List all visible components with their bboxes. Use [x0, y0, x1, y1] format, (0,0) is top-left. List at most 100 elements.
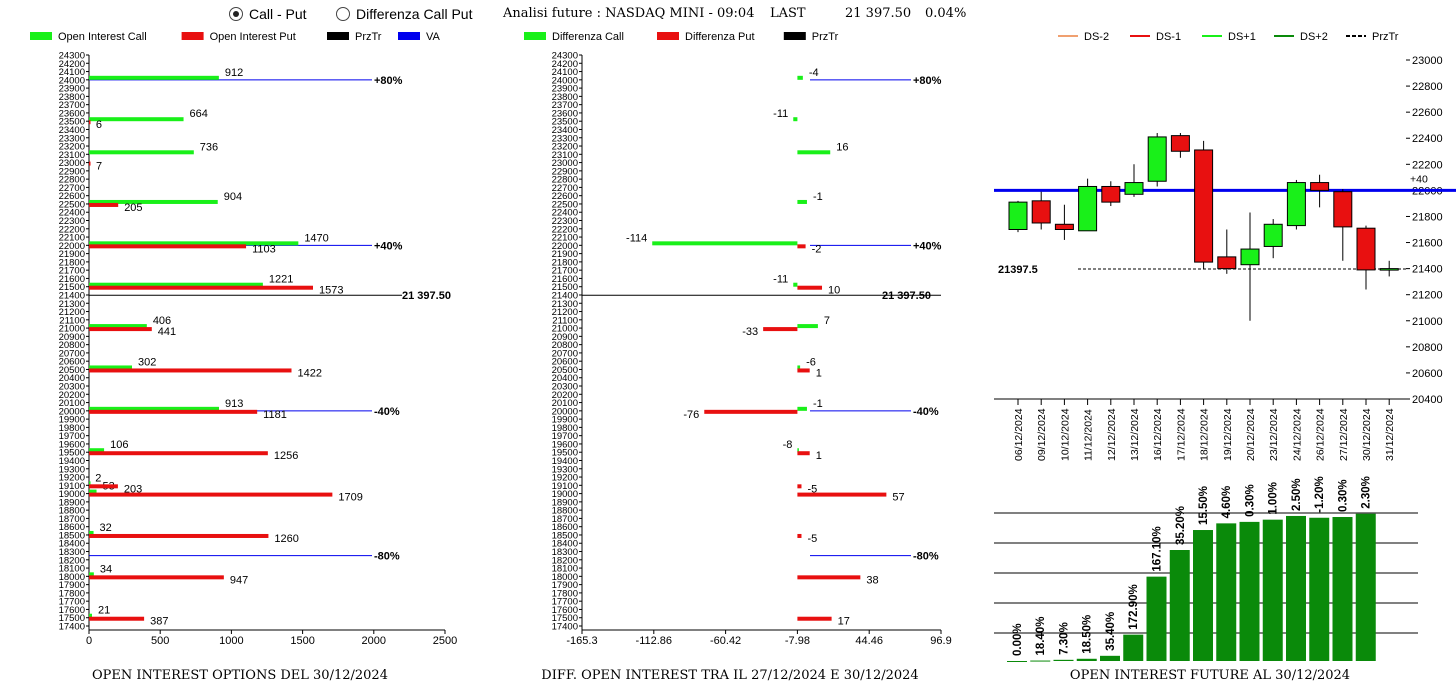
price-label: 21 397.50 — [882, 290, 931, 302]
y-tick-label: 23700 — [552, 100, 578, 111]
bar-value-label: 57 — [892, 492, 904, 504]
x-tick-label: 23/12/2024 — [1268, 408, 1280, 461]
radio-differenza[interactable]: Differenza Call Put — [336, 6, 472, 22]
y-tick-label: 22200 — [59, 224, 85, 235]
bar-value-label: 7 — [96, 161, 102, 173]
bar — [89, 489, 97, 494]
y-tick-label: 23500 — [59, 117, 85, 128]
legend-swatch — [524, 32, 546, 40]
legend-label: Differenza Put — [685, 31, 755, 43]
bar-value-label: 203 — [124, 483, 142, 495]
y-tick-label: 17700 — [59, 597, 85, 608]
bar — [89, 530, 94, 535]
y-tick-label: 19700 — [552, 431, 578, 442]
bar-value-label: -76 — [683, 409, 699, 421]
y-tick-label: 17600 — [552, 605, 578, 616]
va-label: -80% — [913, 551, 939, 563]
price-label: 21397.5 — [998, 264, 1038, 276]
y-tick-label: 18000 — [59, 572, 85, 583]
radio-unselected-icon[interactable] — [336, 7, 350, 21]
y-tick-label: 18100 — [552, 564, 578, 575]
y-tick-label: 19900 — [552, 415, 578, 426]
y-tick-label: 19600 — [59, 439, 85, 450]
candlestick-chart: DS-2 DS-1 DS+1 DS+2 PrzTr 20400 20600 20800 2100… — [994, 31, 1456, 461]
x-tick-label: 96.9 — [930, 635, 951, 647]
y-tick-label: 19600 — [552, 439, 578, 450]
bar-value-label: -1 — [813, 398, 823, 410]
y-tick-label: 21400 — [552, 290, 578, 301]
blue-line-label: +40 — [1410, 173, 1428, 185]
bar-value-label: 1709 — [338, 492, 362, 504]
bar — [1239, 521, 1260, 661]
bar-value-label: 0.00% — [1012, 623, 1024, 656]
y-tick-label: 19400 — [552, 456, 578, 467]
bar — [1216, 523, 1237, 661]
top-bar: Call - Put Differenza Call Put Analisi f… — [0, 0, 1456, 28]
y-tick-label: 20300 — [59, 382, 85, 393]
y-tick-label: 21800 — [1412, 211, 1443, 223]
bar-value-label: 21 — [98, 605, 110, 617]
x-tick-label: 09/12/2024 — [1036, 408, 1048, 461]
last-label: LAST — [770, 6, 806, 21]
x-tick-label: 26/12/2024 — [1315, 408, 1327, 461]
radio-call-put[interactable]: Call - Put — [229, 6, 307, 22]
y-tick-label: 21200 — [552, 307, 578, 318]
bar-value-label: 1181 — [263, 409, 287, 421]
y-tick-label: 19300 — [59, 464, 85, 475]
bar-value-label: -11 — [773, 274, 788, 286]
va-label: -80% — [374, 551, 400, 563]
x-tick-label: 24/12/2024 — [1291, 408, 1303, 461]
y-tick-label: 19200 — [59, 473, 85, 484]
y-tick-label: 21300 — [59, 299, 85, 310]
y-tick-label: 21000 — [59, 324, 85, 335]
candle-body — [1379, 268, 1399, 271]
radio-selected-icon[interactable] — [229, 7, 243, 21]
legend-label: PrzTr — [1372, 31, 1399, 43]
legend-label: DS-1 — [1156, 31, 1181, 43]
bar — [89, 120, 91, 125]
y-tick-label: 17800 — [59, 588, 85, 599]
y-tick-label: 23400 — [552, 125, 578, 136]
y-tick-label: 24000 — [59, 75, 85, 86]
open-interest-chart: Open Interest Call Open Interest Put PrzTr… — [30, 31, 457, 683]
bar-value-label: 441 — [158, 326, 176, 338]
bar — [1309, 517, 1330, 661]
bar — [797, 492, 887, 497]
y-tick-label: 22400 — [552, 208, 578, 219]
candle-body — [1217, 256, 1237, 270]
bar-value-label: 1103 — [252, 243, 276, 255]
bar — [797, 75, 803, 80]
bar — [1076, 658, 1097, 661]
bar — [797, 484, 802, 489]
y-tick-label: 24100 — [59, 67, 85, 78]
y-tick-label: 23700 — [59, 100, 85, 111]
bar-value-label: 2.50% — [1291, 478, 1303, 511]
bar-value-label: 17 — [838, 616, 850, 628]
bar-value-label: 35.20% — [1175, 506, 1187, 545]
x-tick-label: 500 — [151, 635, 169, 647]
bar — [1262, 519, 1283, 661]
y-tick-label: 24300 — [59, 51, 85, 62]
bar-value-label: -1 — [813, 191, 823, 203]
va-label: +80% — [374, 75, 403, 87]
x-tick-label: -112.86 — [636, 635, 673, 647]
y-tick-label: 18600 — [552, 522, 578, 533]
y-tick-label: 18000 — [552, 572, 578, 583]
bar-value-label: 205 — [124, 202, 142, 214]
bar — [797, 451, 810, 456]
bar-value-label: -114 — [626, 232, 647, 244]
bar — [89, 244, 247, 249]
x-tick-label: 1000 — [219, 635, 243, 647]
y-tick-label: 19500 — [552, 448, 578, 459]
x-tick-label: -60.42 — [710, 635, 741, 647]
candle-body — [1356, 227, 1376, 271]
y-tick-label: 17700 — [552, 597, 578, 608]
y-tick-label: 23000 — [59, 158, 85, 169]
y-tick-label: 18400 — [552, 539, 578, 550]
x-tick-label: 11/12/2024 — [1083, 409, 1095, 461]
bar-value-label: 18.50% — [1082, 615, 1094, 654]
bar — [797, 324, 818, 329]
y-tick-label: 21600 — [1412, 238, 1443, 250]
bar — [89, 409, 258, 414]
y-tick-label: 22700 — [59, 183, 85, 194]
